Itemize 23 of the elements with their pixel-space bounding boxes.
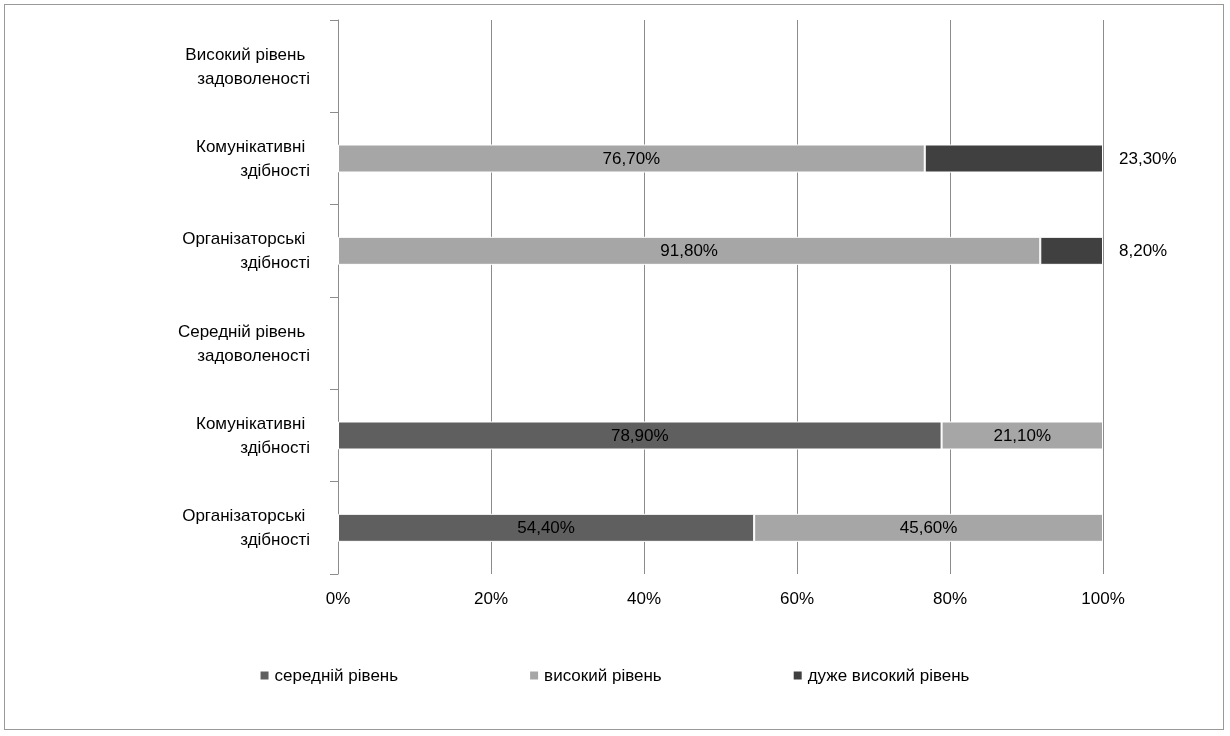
- y-tick-label: Організаторські здібності: [182, 506, 310, 550]
- data-label: 78,90%: [610, 426, 669, 445]
- data-label: 23,30%: [1119, 149, 1177, 168]
- y-tick-label: Організаторські здібності: [182, 229, 310, 273]
- x-tick-label: 100%: [1081, 589, 1125, 608]
- data-label: 91,80%: [660, 241, 718, 261]
- x-tick-label: 80%: [932, 589, 968, 608]
- x-tick-label: 40%: [626, 589, 662, 608]
- data-label: 76,70%: [602, 149, 661, 168]
- x-tick-label: 60%: [779, 589, 815, 608]
- data-label: 8,20%: [1119, 241, 1168, 261]
- data-label: 45,60%: [899, 518, 958, 538]
- y-tick-label: Комунікативні здібності: [196, 137, 310, 180]
- legend-label: дуже високий рівень: [807, 666, 970, 685]
- y-tick-label: Високий рівень задоволеності: [185, 44, 310, 88]
- legend-label: середній рівень: [274, 666, 399, 685]
- x-tick-label: 0%: [325, 589, 351, 608]
- y-tick-label: Середній рівень задоволеності: [177, 321, 310, 365]
- data-label: 21,10%: [993, 426, 1052, 445]
- legend-label: високий рівень: [544, 666, 662, 685]
- y-tick-label: Комунікативні здібності: [196, 414, 310, 457]
- x-tick-label: 20%: [473, 589, 509, 608]
- data-label: 54,40%: [517, 518, 575, 538]
